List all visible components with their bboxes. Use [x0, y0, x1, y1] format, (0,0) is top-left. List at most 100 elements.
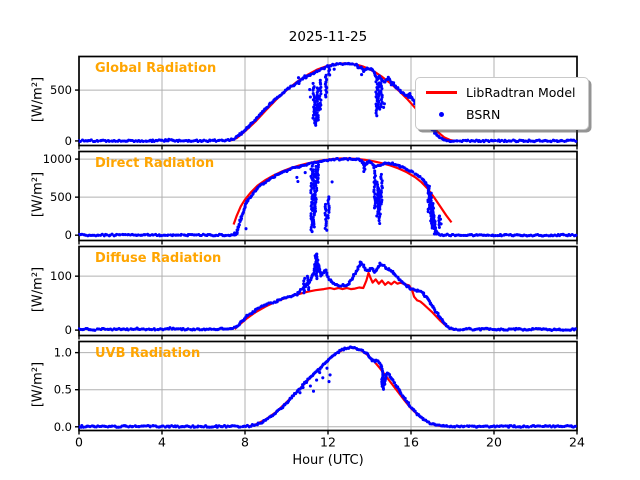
- bsrn-point: [379, 82, 383, 86]
- bsrn-point: [382, 378, 386, 382]
- y-tick-label: 0.5: [54, 383, 72, 397]
- bsrn-point: [573, 424, 577, 428]
- bsrn-point: [315, 169, 319, 173]
- bsrn-point: [308, 88, 312, 92]
- bsrn-point: [311, 113, 316, 117]
- bsrn-point: [316, 165, 320, 169]
- bsrn-point: [302, 279, 306, 283]
- bsrn-point: [514, 425, 518, 429]
- y-tick-label: 0.0: [54, 420, 72, 434]
- bsrn-point: [217, 138, 221, 142]
- bsrn-point: [324, 208, 328, 212]
- bsrn-point: [380, 87, 384, 91]
- bsrn-point: [487, 233, 491, 237]
- bsrn-point: [374, 80, 378, 84]
- bsrn-point: [445, 424, 449, 428]
- x-tick-label: 8: [241, 435, 249, 450]
- bsrn-point: [314, 184, 318, 188]
- model-line: [232, 157, 453, 225]
- bsrn-point: [303, 74, 307, 78]
- bsrn-point: [176, 233, 180, 237]
- bsrn-point: [356, 267, 360, 271]
- bsrn-point: [552, 139, 557, 143]
- panel-label-diffuse: Diffuse Radiation: [95, 251, 222, 266]
- bsrn-point: [318, 371, 322, 375]
- bsrn-point: [376, 103, 380, 107]
- bsrn-point: [500, 138, 504, 142]
- bsrn-point: [462, 424, 466, 428]
- bsrn-point: [378, 212, 382, 216]
- bsrn-point: [337, 284, 341, 288]
- bsrn-point: [324, 268, 328, 273]
- bsrn-point: [573, 327, 578, 331]
- bsrn-point: [431, 202, 435, 206]
- bsrn-point: [430, 222, 434, 226]
- bsrn-point: [326, 213, 330, 218]
- bsrn-point: [328, 73, 332, 77]
- bsrn-point: [377, 216, 381, 220]
- bsrn-point: [316, 180, 320, 184]
- bsrn-point: [428, 211, 432, 215]
- bsrn-point: [315, 186, 319, 190]
- bsrn-point: [115, 232, 119, 236]
- bsrn-point: [560, 139, 564, 143]
- x-tick-label: 16: [403, 435, 419, 450]
- bsrn-point: [467, 424, 472, 428]
- bsrn-point: [546, 139, 550, 143]
- model-line-icon: [426, 90, 457, 95]
- bsrn-point: [160, 234, 164, 238]
- bsrn-point: [372, 176, 377, 180]
- bsrn-point: [315, 111, 319, 115]
- bsrn-point: [378, 261, 382, 265]
- bsrn-point: [326, 216, 330, 220]
- bsrn-point: [382, 102, 386, 106]
- bsrn-point: [210, 327, 214, 331]
- bsrn-point: [373, 171, 377, 175]
- x-axis-label: Hour (UTC): [292, 453, 364, 468]
- bsrn-point: [326, 201, 330, 205]
- y-tick-label: 1.0: [54, 346, 72, 360]
- bsrn-point: [316, 163, 321, 167]
- x-tick-label: 20: [486, 435, 502, 450]
- bsrn-point: [330, 180, 334, 184]
- bsrn-point: [549, 140, 553, 144]
- bsrn-point: [381, 370, 385, 374]
- legend-label-model: LibRadtran Model: [466, 85, 576, 100]
- bsrn-point: [318, 107, 322, 111]
- bsrn-point: [493, 138, 497, 143]
- bsrn-point: [426, 200, 430, 204]
- bsrn-point: [379, 84, 383, 88]
- figure-title: 2025-11-25: [288, 29, 368, 45]
- bsrn-point: [309, 191, 313, 195]
- bsrn-point: [134, 424, 138, 429]
- bsrn-point: [322, 158, 326, 162]
- bsrn-point: [479, 424, 483, 429]
- bsrn-point: [326, 199, 330, 203]
- bsrn-point: [107, 139, 111, 143]
- y-tick-label: 0: [65, 323, 72, 337]
- x-tick-label: 4: [158, 435, 166, 450]
- bsrn-point: [311, 81, 315, 85]
- bsrn-point: [466, 138, 470, 142]
- legend-label-bsrn: BSRN: [466, 107, 501, 122]
- panel-direct-radiation: 0 500 1000: [43, 150, 578, 245]
- y-tick-label: 500: [50, 83, 72, 97]
- bsrn-point: [538, 139, 542, 143]
- bsrn-point: [325, 78, 329, 82]
- bsrn-point: [360, 73, 364, 77]
- bsrn-point: [89, 138, 93, 142]
- bsrn-point: [318, 78, 322, 82]
- bsrn-point: [392, 381, 397, 385]
- bsrn-point: [379, 176, 383, 181]
- bsrn-point: [308, 384, 312, 388]
- bsrn-point: [372, 185, 376, 189]
- bsrn-point: [379, 105, 383, 109]
- bsrn-point: [488, 327, 492, 331]
- bsrn-point: [375, 183, 380, 187]
- bsrn-point: [315, 277, 319, 281]
- bsrn-point: [313, 190, 317, 194]
- bsrn-point: [145, 327, 149, 331]
- bsrn-point: [179, 139, 183, 143]
- bsrn-point: [266, 105, 270, 109]
- bsrn-point: [153, 328, 157, 332]
